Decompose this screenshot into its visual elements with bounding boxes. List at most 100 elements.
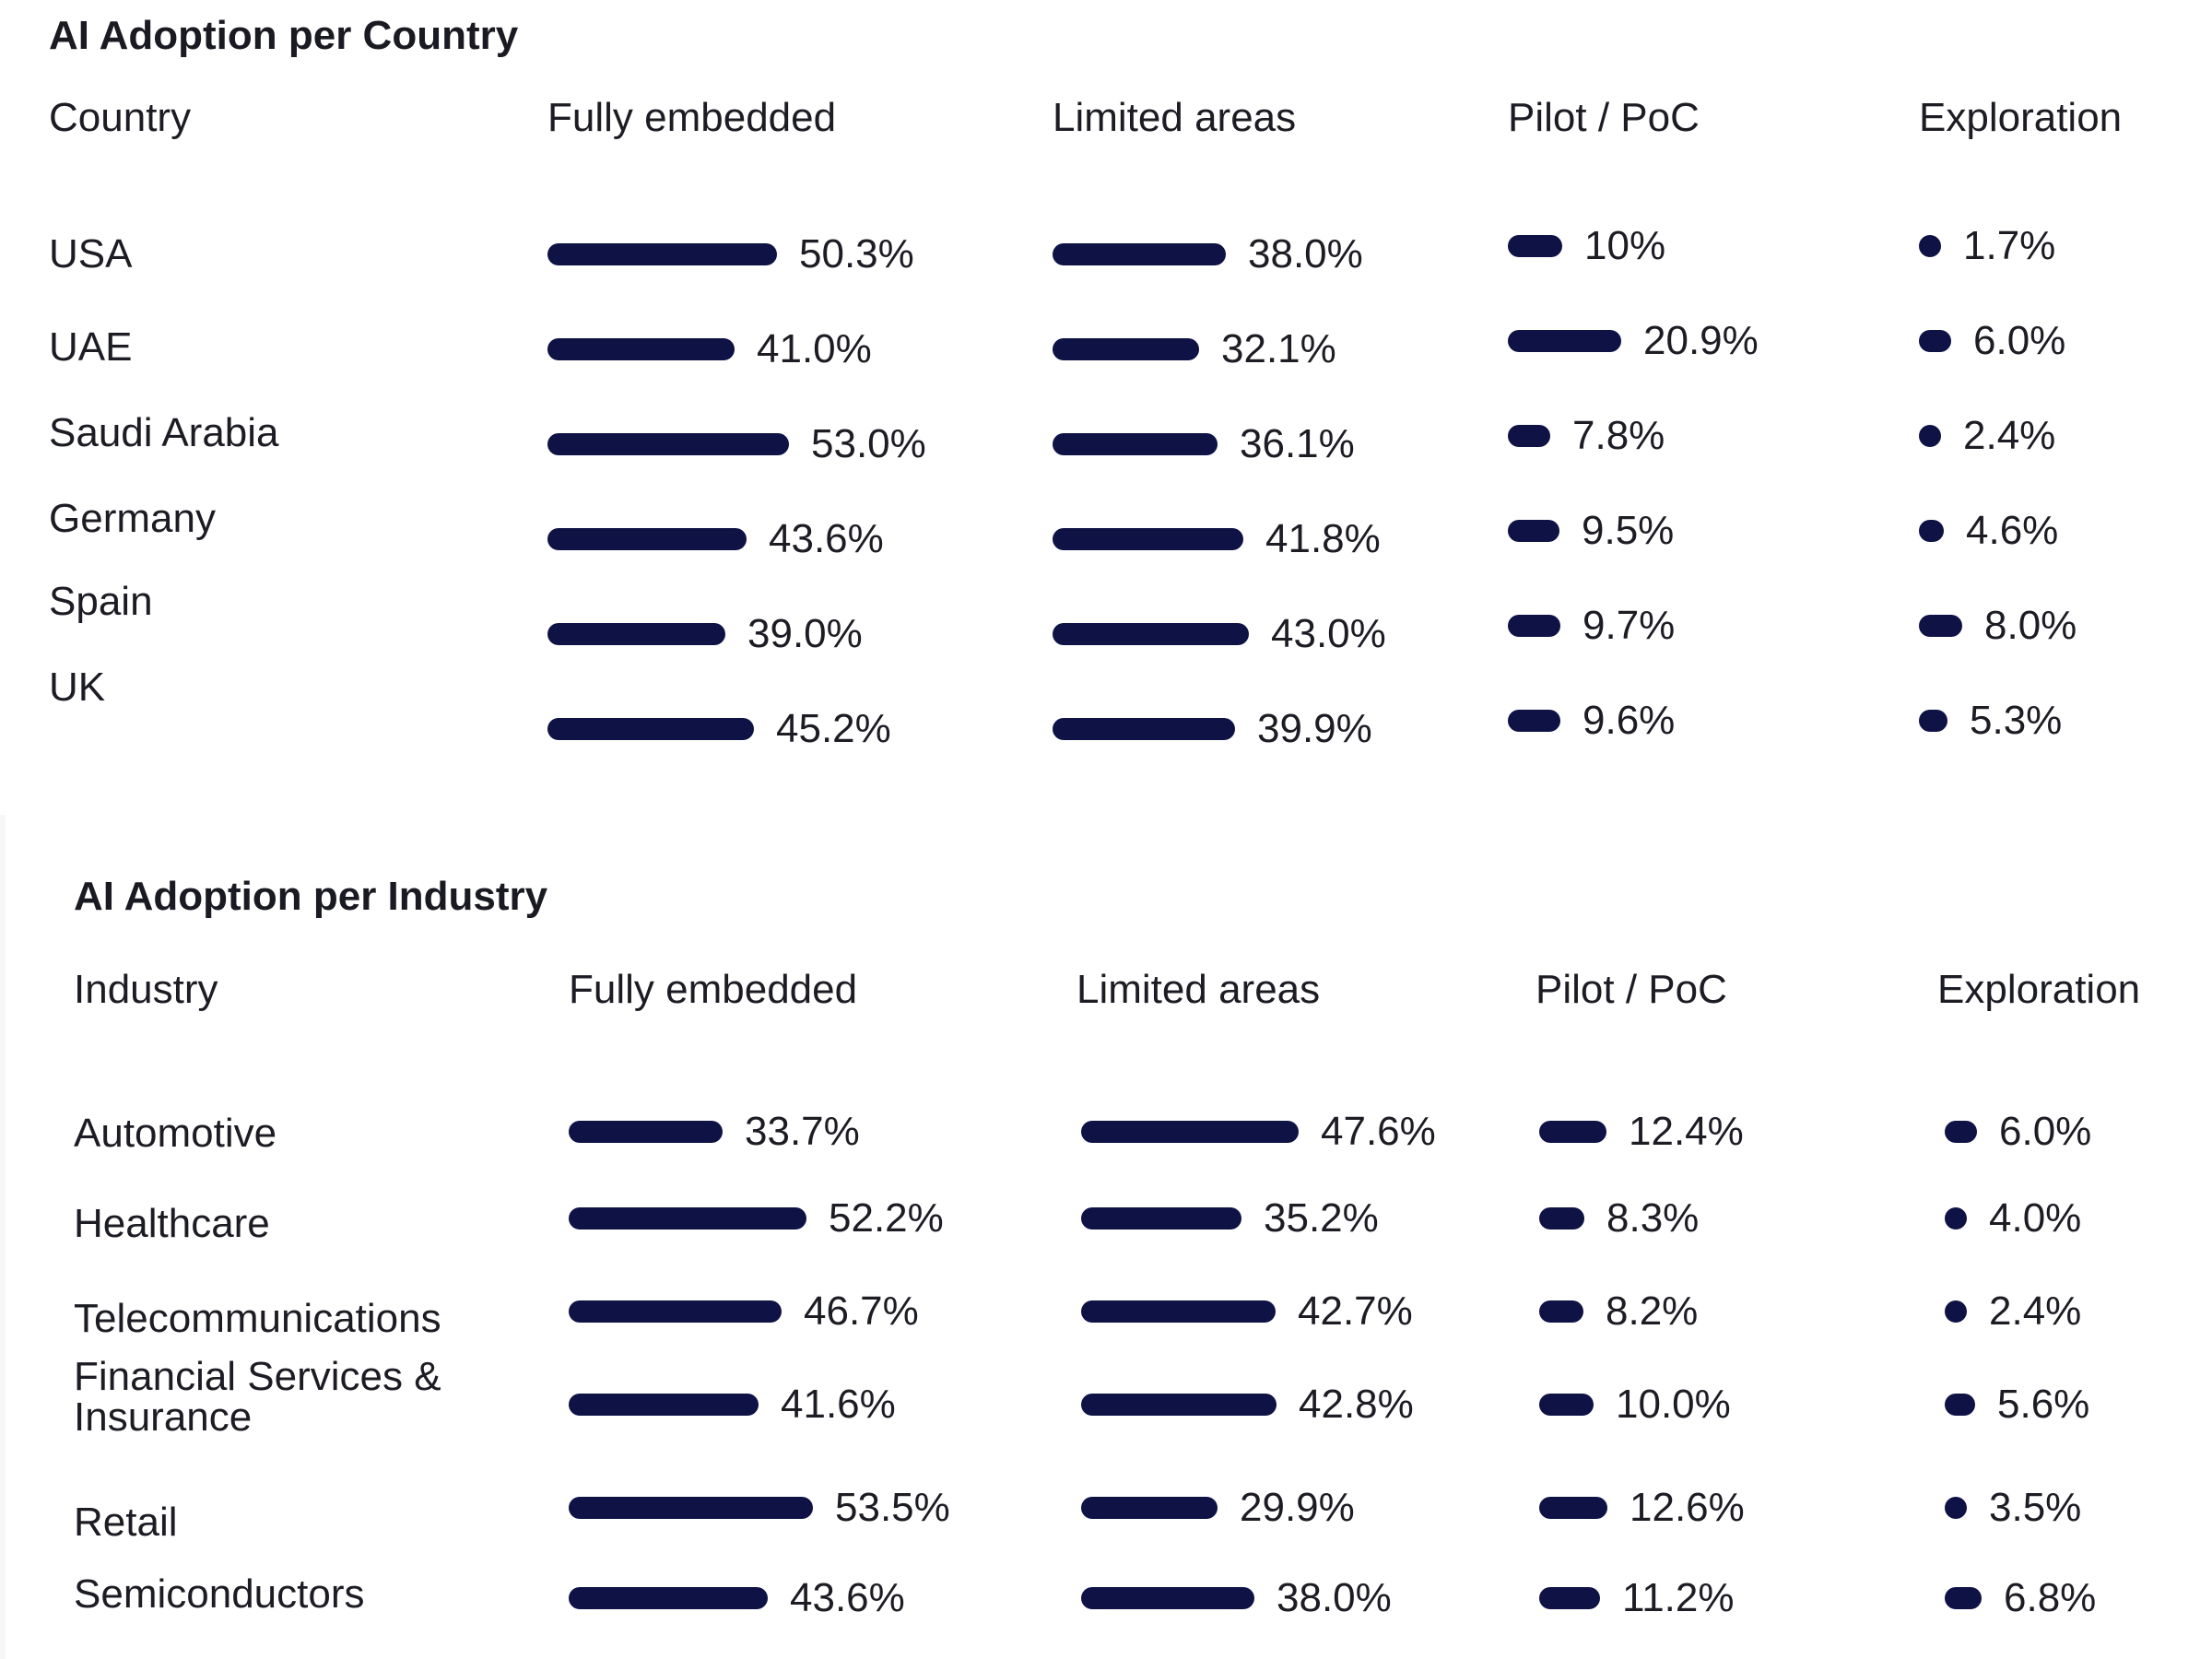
data-label: 43.6% bbox=[769, 516, 884, 561]
bar bbox=[1539, 1121, 1606, 1143]
data-label: 8.3% bbox=[1606, 1195, 1700, 1241]
bar bbox=[1081, 1121, 1299, 1143]
row-label: USA bbox=[49, 231, 133, 276]
data-label: 2.4% bbox=[1989, 1288, 2082, 1334]
bar bbox=[1081, 1207, 1241, 1230]
data-label: 35.2% bbox=[1264, 1195, 1379, 1241]
data-label: 39.0% bbox=[747, 611, 863, 656]
bar bbox=[1945, 1394, 1975, 1416]
column-header: Limited areas bbox=[1077, 967, 1321, 1012]
bar bbox=[1539, 1497, 1607, 1519]
column-header: Fully embedded bbox=[547, 95, 837, 140]
data-label: 52.2% bbox=[829, 1195, 944, 1241]
bar bbox=[547, 528, 747, 550]
bar bbox=[1053, 623, 1249, 645]
bar bbox=[569, 1207, 806, 1230]
panel-divider bbox=[0, 815, 6, 1659]
row-label: Automotive bbox=[74, 1111, 277, 1156]
row-label: Financial Services & Insurance bbox=[74, 1354, 441, 1440]
bar bbox=[1081, 1394, 1277, 1416]
bar bbox=[1539, 1587, 1600, 1609]
data-label: 41.8% bbox=[1265, 516, 1381, 561]
bar bbox=[1919, 520, 1944, 542]
data-label: 5.6% bbox=[1997, 1382, 2090, 1427]
data-label: 29.9% bbox=[1240, 1485, 1355, 1530]
column-header-industry: Industry bbox=[74, 967, 218, 1012]
data-label: 33.7% bbox=[745, 1109, 860, 1154]
bar bbox=[1539, 1394, 1594, 1416]
data-label: 4.0% bbox=[1989, 1195, 2082, 1241]
bar bbox=[1053, 528, 1243, 550]
data-label: 9.7% bbox=[1583, 603, 1676, 648]
bar bbox=[1539, 1300, 1583, 1323]
bar bbox=[1508, 235, 1562, 257]
bar bbox=[547, 243, 777, 265]
data-label: 41.0% bbox=[757, 326, 872, 371]
data-label: 20.9% bbox=[1643, 318, 1759, 363]
bar bbox=[1053, 338, 1199, 360]
chart-title: AI Adoption per Industry bbox=[74, 874, 548, 919]
data-label: 50.3% bbox=[799, 231, 914, 276]
data-label: 42.8% bbox=[1299, 1382, 1414, 1427]
bar bbox=[569, 1394, 759, 1416]
bar bbox=[547, 718, 754, 740]
data-label: 39.9% bbox=[1257, 706, 1372, 751]
data-label: 53.5% bbox=[835, 1485, 950, 1530]
bar bbox=[1919, 235, 1941, 257]
data-label: 32.1% bbox=[1221, 326, 1336, 371]
data-label: 45.2% bbox=[776, 706, 891, 751]
data-label: 41.6% bbox=[781, 1382, 896, 1427]
bar bbox=[1053, 718, 1235, 740]
data-label: 38.0% bbox=[1248, 231, 1363, 276]
bar bbox=[1945, 1121, 1977, 1143]
bar bbox=[569, 1121, 723, 1143]
bar bbox=[1919, 710, 1947, 732]
bar bbox=[569, 1300, 782, 1323]
bar bbox=[1081, 1587, 1254, 1609]
row-label: Healthcare bbox=[74, 1201, 270, 1246]
data-label: 2.4% bbox=[1963, 413, 2056, 458]
row-label: Saudi Arabia bbox=[49, 410, 279, 455]
column-header: Fully embedded bbox=[569, 967, 858, 1012]
bar bbox=[1945, 1207, 1967, 1230]
chart-title: AI Adoption per Country bbox=[49, 13, 519, 58]
bar bbox=[1508, 330, 1621, 352]
bar bbox=[1508, 710, 1560, 732]
data-label: 5.3% bbox=[1970, 698, 2063, 743]
row-label: Retail bbox=[74, 1500, 178, 1545]
data-label: 12.4% bbox=[1629, 1109, 1744, 1154]
row-label: Spain bbox=[49, 579, 153, 624]
bar bbox=[569, 1587, 768, 1609]
country-chart-panel: AI Adoption per Country Country Fully emb… bbox=[0, 0, 2212, 815]
column-header-country: Country bbox=[49, 95, 192, 140]
data-label: 43.6% bbox=[790, 1575, 905, 1620]
bar bbox=[569, 1497, 813, 1519]
data-label: 36.1% bbox=[1240, 421, 1355, 466]
bar bbox=[1945, 1497, 1967, 1519]
data-label: 6.0% bbox=[1999, 1109, 2092, 1154]
bar bbox=[547, 623, 725, 645]
data-label: 47.6% bbox=[1321, 1109, 1436, 1154]
data-label: 9.5% bbox=[1582, 508, 1675, 553]
data-label: 6.8% bbox=[2004, 1575, 2097, 1620]
row-label: Telecommunications bbox=[74, 1296, 441, 1341]
bar bbox=[1945, 1300, 1967, 1323]
bar bbox=[1539, 1207, 1584, 1230]
row-label: Germany bbox=[49, 496, 216, 541]
data-label: 4.6% bbox=[1966, 508, 2059, 553]
bar bbox=[1081, 1300, 1276, 1323]
bar bbox=[1508, 615, 1560, 637]
data-label: 12.6% bbox=[1630, 1485, 1745, 1530]
bar bbox=[1508, 425, 1550, 447]
column-header: Exploration bbox=[1937, 967, 2141, 1012]
industry-chart-panel: AI Adoption per Industry Industry Fully e… bbox=[6, 815, 2212, 1659]
bar bbox=[1053, 243, 1226, 265]
row-label: UK bbox=[49, 665, 106, 710]
bar bbox=[1919, 425, 1941, 447]
bar bbox=[1053, 433, 1218, 455]
data-label: 10.0% bbox=[1616, 1382, 1731, 1427]
data-label: 43.0% bbox=[1271, 611, 1386, 656]
data-label: 8.2% bbox=[1606, 1288, 1699, 1334]
bar bbox=[1919, 615, 1962, 637]
data-label: 9.6% bbox=[1583, 698, 1676, 743]
